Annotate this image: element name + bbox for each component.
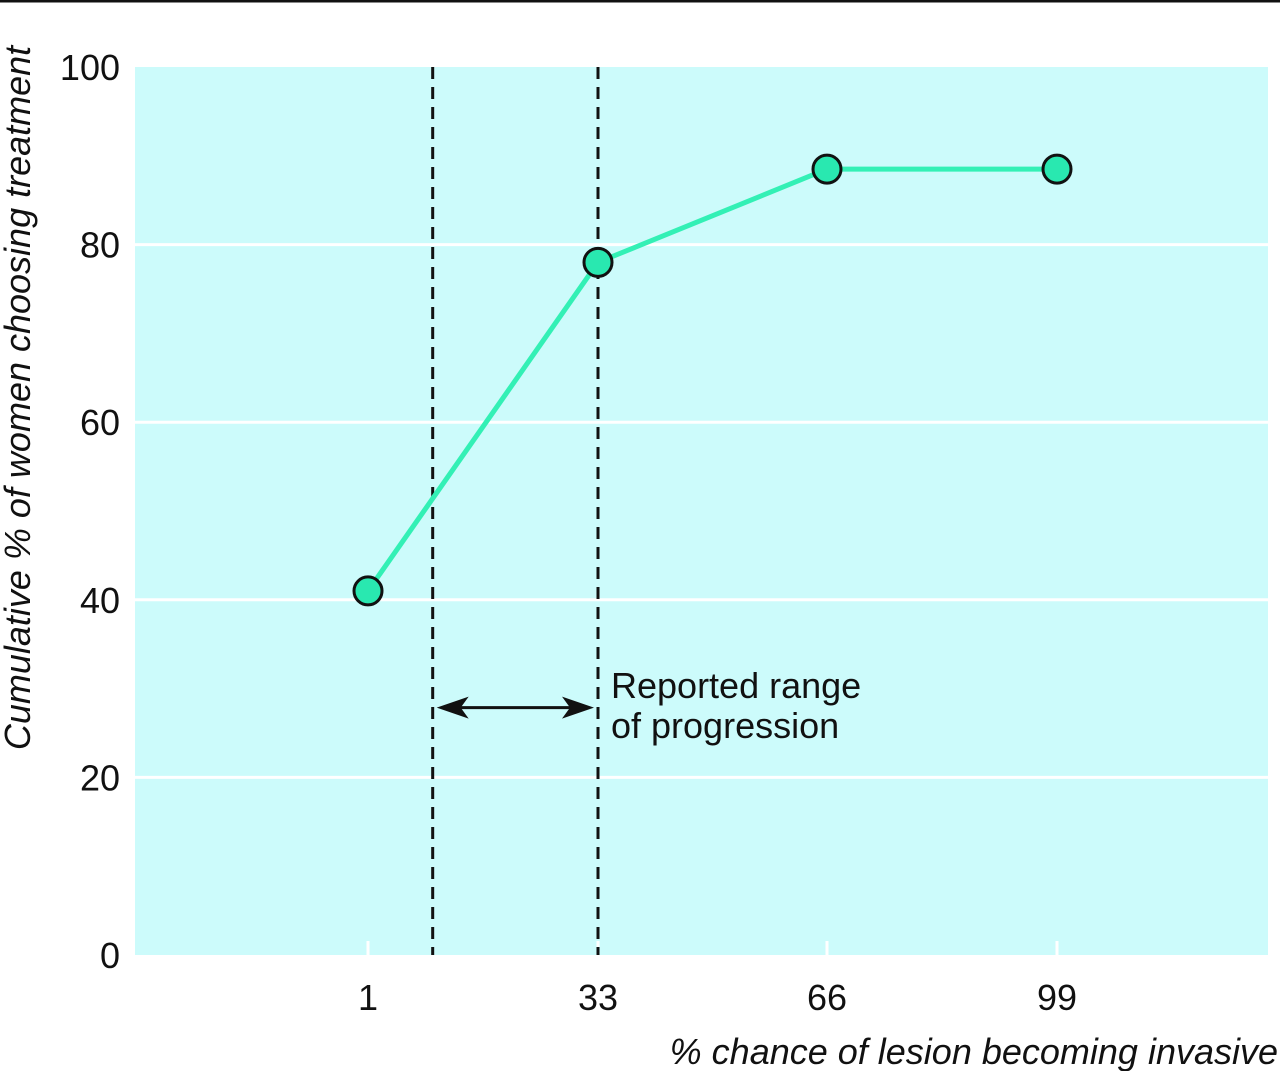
data-point-33 xyxy=(582,246,614,278)
x-tick-label-99: 99 xyxy=(1037,977,1077,1018)
annotation-line-2: of progression xyxy=(611,705,839,746)
series-line-path xyxy=(365,166,1057,593)
data-point-66 xyxy=(811,153,843,185)
x-axis-title: % chance of lesion becoming invasive xyxy=(670,1031,1278,1071)
data-point-1 xyxy=(352,575,384,607)
range-arrow-head-left xyxy=(436,696,469,719)
plot-area xyxy=(135,67,1268,955)
x-tick-label-1: 1 xyxy=(358,977,378,1018)
y-tick-label-60: 60 xyxy=(80,402,120,443)
annotation: Reported range of progression xyxy=(436,665,861,746)
y-tick-label-100: 100 xyxy=(60,47,120,88)
data-point-99 xyxy=(1041,153,1073,185)
series-line xyxy=(365,166,1057,593)
y-axis-title: Cumulative % of women choosing treatment xyxy=(0,44,38,750)
y-tick-label-80: 80 xyxy=(80,225,120,266)
x-tick-label-66: 66 xyxy=(807,977,847,1018)
gridlines xyxy=(135,243,1268,779)
y-tick-label-40: 40 xyxy=(80,580,120,621)
x-axis-ticks: 1 33 66 99 xyxy=(358,941,1077,1018)
y-axis-ticks: 0 20 40 60 80 100 xyxy=(60,47,120,976)
annotation-line-1: Reported range xyxy=(611,665,861,706)
y-tick-label-20: 20 xyxy=(80,757,120,798)
range-arrow-head-right xyxy=(562,696,594,719)
series-markers xyxy=(352,153,1073,607)
x-tick-label-33: 33 xyxy=(578,977,618,1018)
y-tick-label-0: 0 xyxy=(100,935,120,976)
reference-lines xyxy=(431,67,600,955)
